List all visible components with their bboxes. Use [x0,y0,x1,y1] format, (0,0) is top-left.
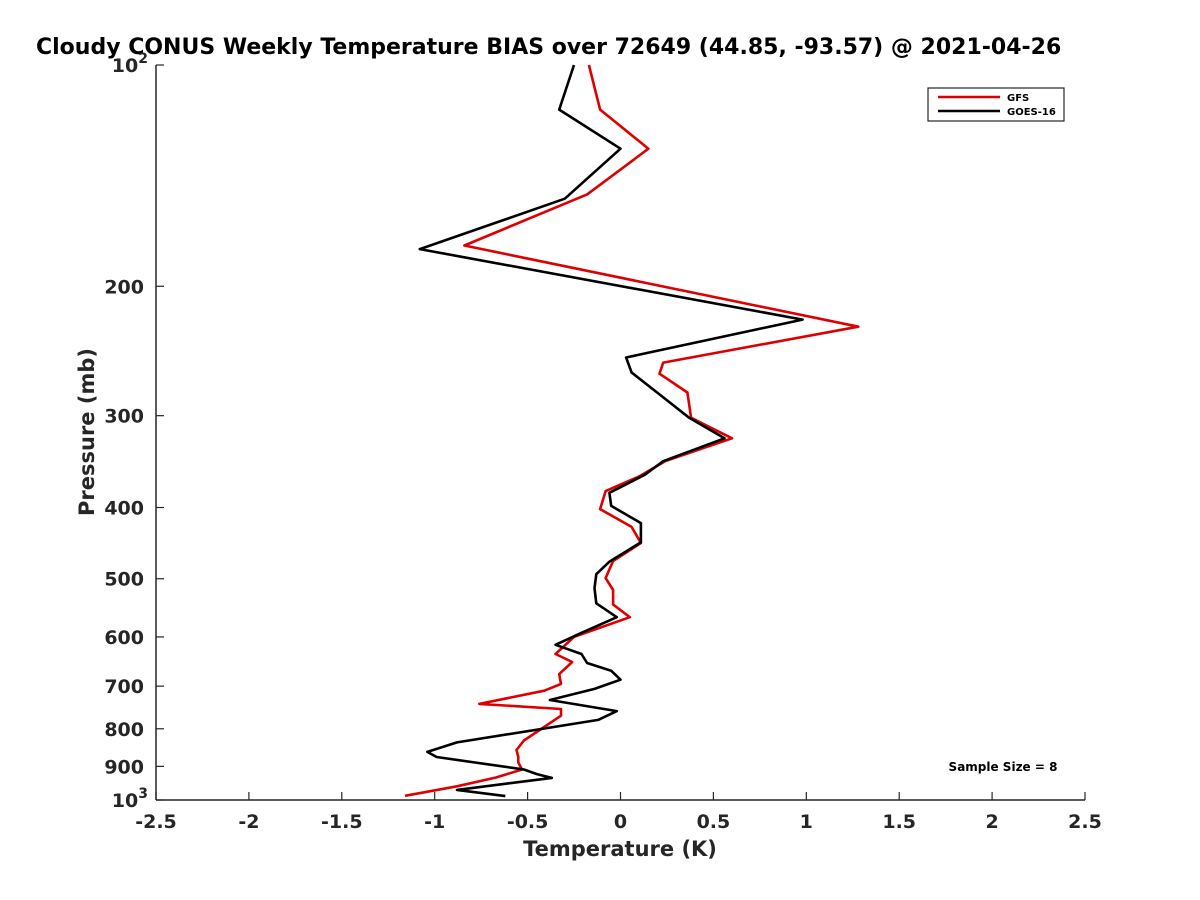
plot-area [155,65,1085,801]
legend[interactable]: GFS GOES-16 [927,87,1065,122]
x-tick-label: -1 [424,811,445,833]
x-tick-label: 0.5 [697,811,731,833]
y-tick-label: 500 [104,569,144,591]
x-tick-label: 0 [614,811,627,833]
y-tick-label: 700 [104,676,144,698]
y-tick-label: 900 [104,756,144,778]
y-tick-label: 103 [112,786,148,812]
x-tick-label: 2 [985,811,998,833]
y-tick-label: 600 [104,627,144,649]
x-tick-label: -1.5 [321,811,363,833]
x-tick-label: -2 [238,811,259,833]
y-tick-label: 200 [104,276,144,298]
y-tick-label: 400 [104,498,144,520]
legend-entry: GFS [1007,93,1029,104]
y-axis: 102 200 300 400 500 600 700 800 900 103 [104,51,164,812]
x-axis: -2.5 -2 -1.5 -1 -0.5 0 0.5 1 1.5 2 2.5 [135,792,1102,833]
series-line-gfs [404,64,860,798]
x-tick-label: -0.5 [507,811,549,833]
chart-title: Cloudy CONUS Weekly Temperature BIAS ove… [36,35,1061,60]
legend-entry: GOES-16 [1007,107,1056,118]
x-axis-label: Temperature (K) [523,837,717,861]
x-tick-label: 2.5 [1068,811,1102,833]
x-tick-label: -2.5 [135,811,177,833]
x-tick-label: 1.5 [882,811,916,833]
series-line-goes-16 [418,64,804,798]
series-layer [404,64,860,798]
legend-box [927,87,1065,122]
y-tick-label: 102 [112,51,148,77]
x-tick-label: 1 [800,811,813,833]
sample-size-annotation: Sample Size = 8 [949,760,1058,774]
y-tick-label: 800 [104,719,144,741]
y-axis-label: Pressure (mb) [75,348,99,516]
y-tick-label: 300 [104,406,144,428]
